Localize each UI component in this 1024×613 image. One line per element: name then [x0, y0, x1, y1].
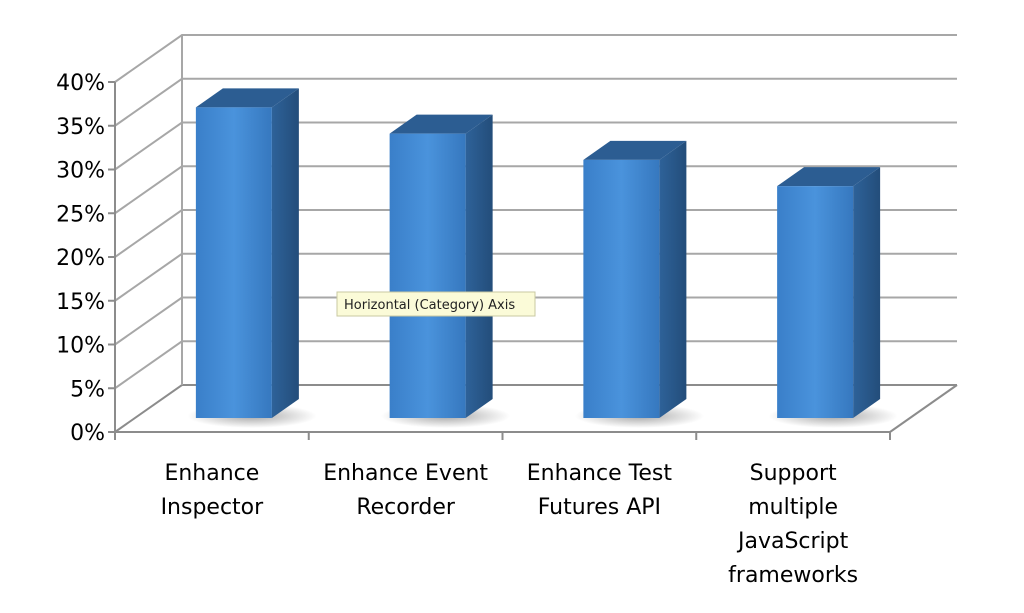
x-category-label-2: Enhance Test Futures API — [527, 461, 673, 520]
y-tick-label-5: 25% — [56, 202, 105, 227]
bars-layer — [187, 88, 898, 428]
bar-3[interactable] — [768, 167, 898, 428]
y-tick-label-3: 15% — [56, 290, 105, 315]
y-tick-label-4: 20% — [56, 246, 105, 271]
bar-side-3 — [853, 167, 881, 418]
x-category-label-line: multiple — [748, 495, 838, 520]
x-category-label-0: Enhance Inspector — [161, 461, 265, 520]
x-category-label-line: Futures API — [538, 495, 661, 520]
y-tick-label-1: 5% — [70, 377, 105, 402]
bar-0[interactable] — [187, 88, 317, 428]
bar-side-2 — [659, 140, 687, 418]
bar-front-3 — [777, 186, 854, 418]
y-tick-label-7: 35% — [56, 115, 105, 140]
bar-side-0 — [271, 88, 299, 418]
x-category-label-line: Enhance Event — [323, 461, 488, 486]
axis-layer — [114, 35, 958, 440]
bar-top-0 — [195, 88, 299, 108]
y-tick-label-6: 30% — [56, 159, 105, 184]
bar-2[interactable] — [574, 140, 704, 428]
axis-tooltip: Horizontal (Category) Axis — [336, 291, 536, 317]
bar-top-1 — [389, 114, 493, 134]
bar-top-2 — [583, 140, 687, 160]
tooltip-text: Horizontal (Category) Axis — [344, 298, 515, 313]
x-category-label-line: Recorder — [356, 495, 456, 520]
bar-front-1 — [389, 133, 466, 418]
bar-front-0 — [195, 107, 272, 418]
x-category-label-line: JavaScript — [736, 529, 849, 554]
x-category-label-1: Enhance Event Recorder — [323, 461, 488, 520]
gridline-8 — [114, 34, 957, 83]
y-tick-label-2: 10% — [56, 334, 105, 359]
y-tick-label-8: 40% — [56, 71, 105, 96]
x-category-label-line: Enhance — [164, 461, 259, 486]
y-tick-label-0: 0% — [70, 421, 105, 446]
bar-top-3 — [777, 167, 881, 187]
x-category-label-line: Enhance Test — [527, 461, 673, 486]
x-category-label-line: Support — [750, 461, 837, 486]
tooltip-box — [336, 291, 536, 317]
bar-1[interactable] — [381, 114, 511, 428]
y-axis-ticks: 0% 5% 10% 15% 20% 25% 30% 35% 40% — [56, 71, 115, 446]
floor-right-edge — [889, 384, 958, 433]
bar-side-1 — [465, 114, 493, 418]
x-category-label-line: Inspector — [161, 495, 265, 520]
x-category-label-3: Support multiple JavaScript frameworks — [728, 461, 858, 588]
bar-front-2 — [583, 159, 660, 418]
x-category-label-line: frameworks — [728, 563, 858, 588]
